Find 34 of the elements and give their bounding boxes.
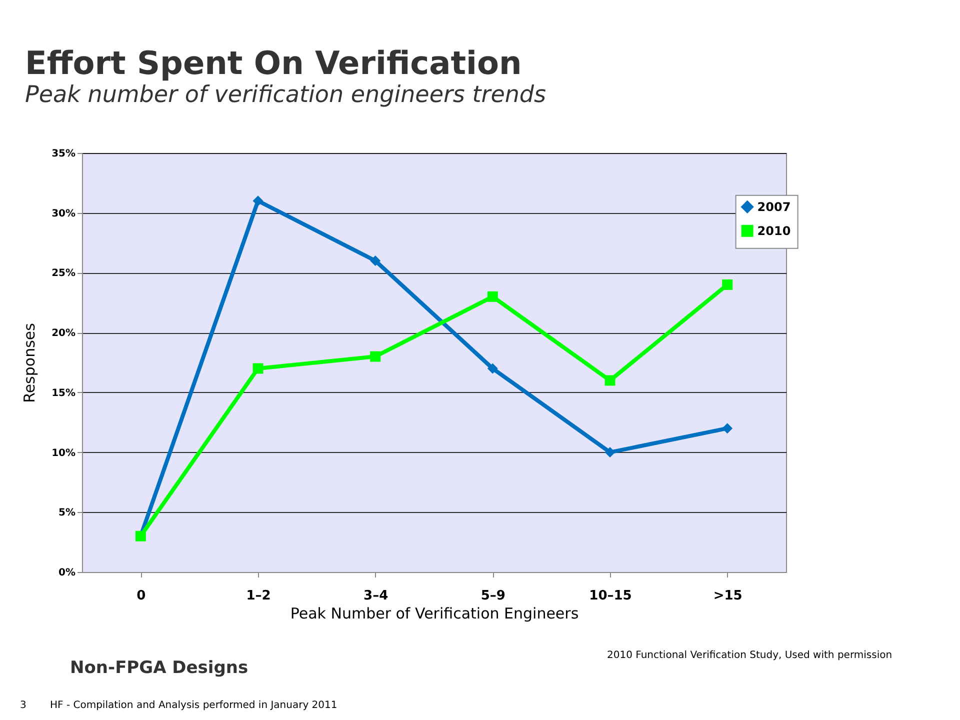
x-tick-label: 0 <box>136 588 146 604</box>
point <box>604 375 616 386</box>
point <box>370 256 381 266</box>
x-tick-label: 5–9 <box>480 588 506 604</box>
x-tick-label: >15 <box>713 588 742 604</box>
y-tick-label: 35% <box>52 148 76 160</box>
point <box>370 351 381 362</box>
point <box>252 363 264 374</box>
point <box>722 423 733 434</box>
text: Non-FPGA Designs <box>70 658 248 678</box>
y-axis-title: Responses <box>20 322 39 403</box>
text: 3 <box>20 700 26 711</box>
point <box>722 279 733 290</box>
chart-title: Effort Spent On Verification <box>25 44 522 82</box>
legend-label: 2007 <box>757 200 791 214</box>
x-tick-label: 3–4 <box>364 588 388 604</box>
point <box>487 291 498 302</box>
y-tick-label: 20% <box>52 328 76 340</box>
text: 2010 Functional Verification Study, Used with permission <box>607 650 892 661</box>
y-tick-label: 25% <box>52 268 76 280</box>
legend-label: 2010 <box>757 224 791 238</box>
x-tick-label: 1–2 <box>246 588 271 604</box>
y-tick-label: 10% <box>52 448 76 459</box>
y-tick-label: 15% <box>52 388 76 399</box>
point <box>604 447 616 458</box>
text: HF - Compilation and Analysis performed in January 2011 <box>50 700 338 711</box>
y-tick-label: 5% <box>58 508 76 519</box>
point <box>252 196 264 206</box>
x-axis-title: Peak Number of Verification Engineers <box>290 604 579 622</box>
chart-subtitle: Peak number of verification engineers trends <box>25 82 546 108</box>
point <box>487 363 498 374</box>
y-tick-label: 0% <box>58 568 76 578</box>
y-tick-label: 30% <box>52 208 76 220</box>
x-tick-label: 10–15 <box>589 588 632 604</box>
